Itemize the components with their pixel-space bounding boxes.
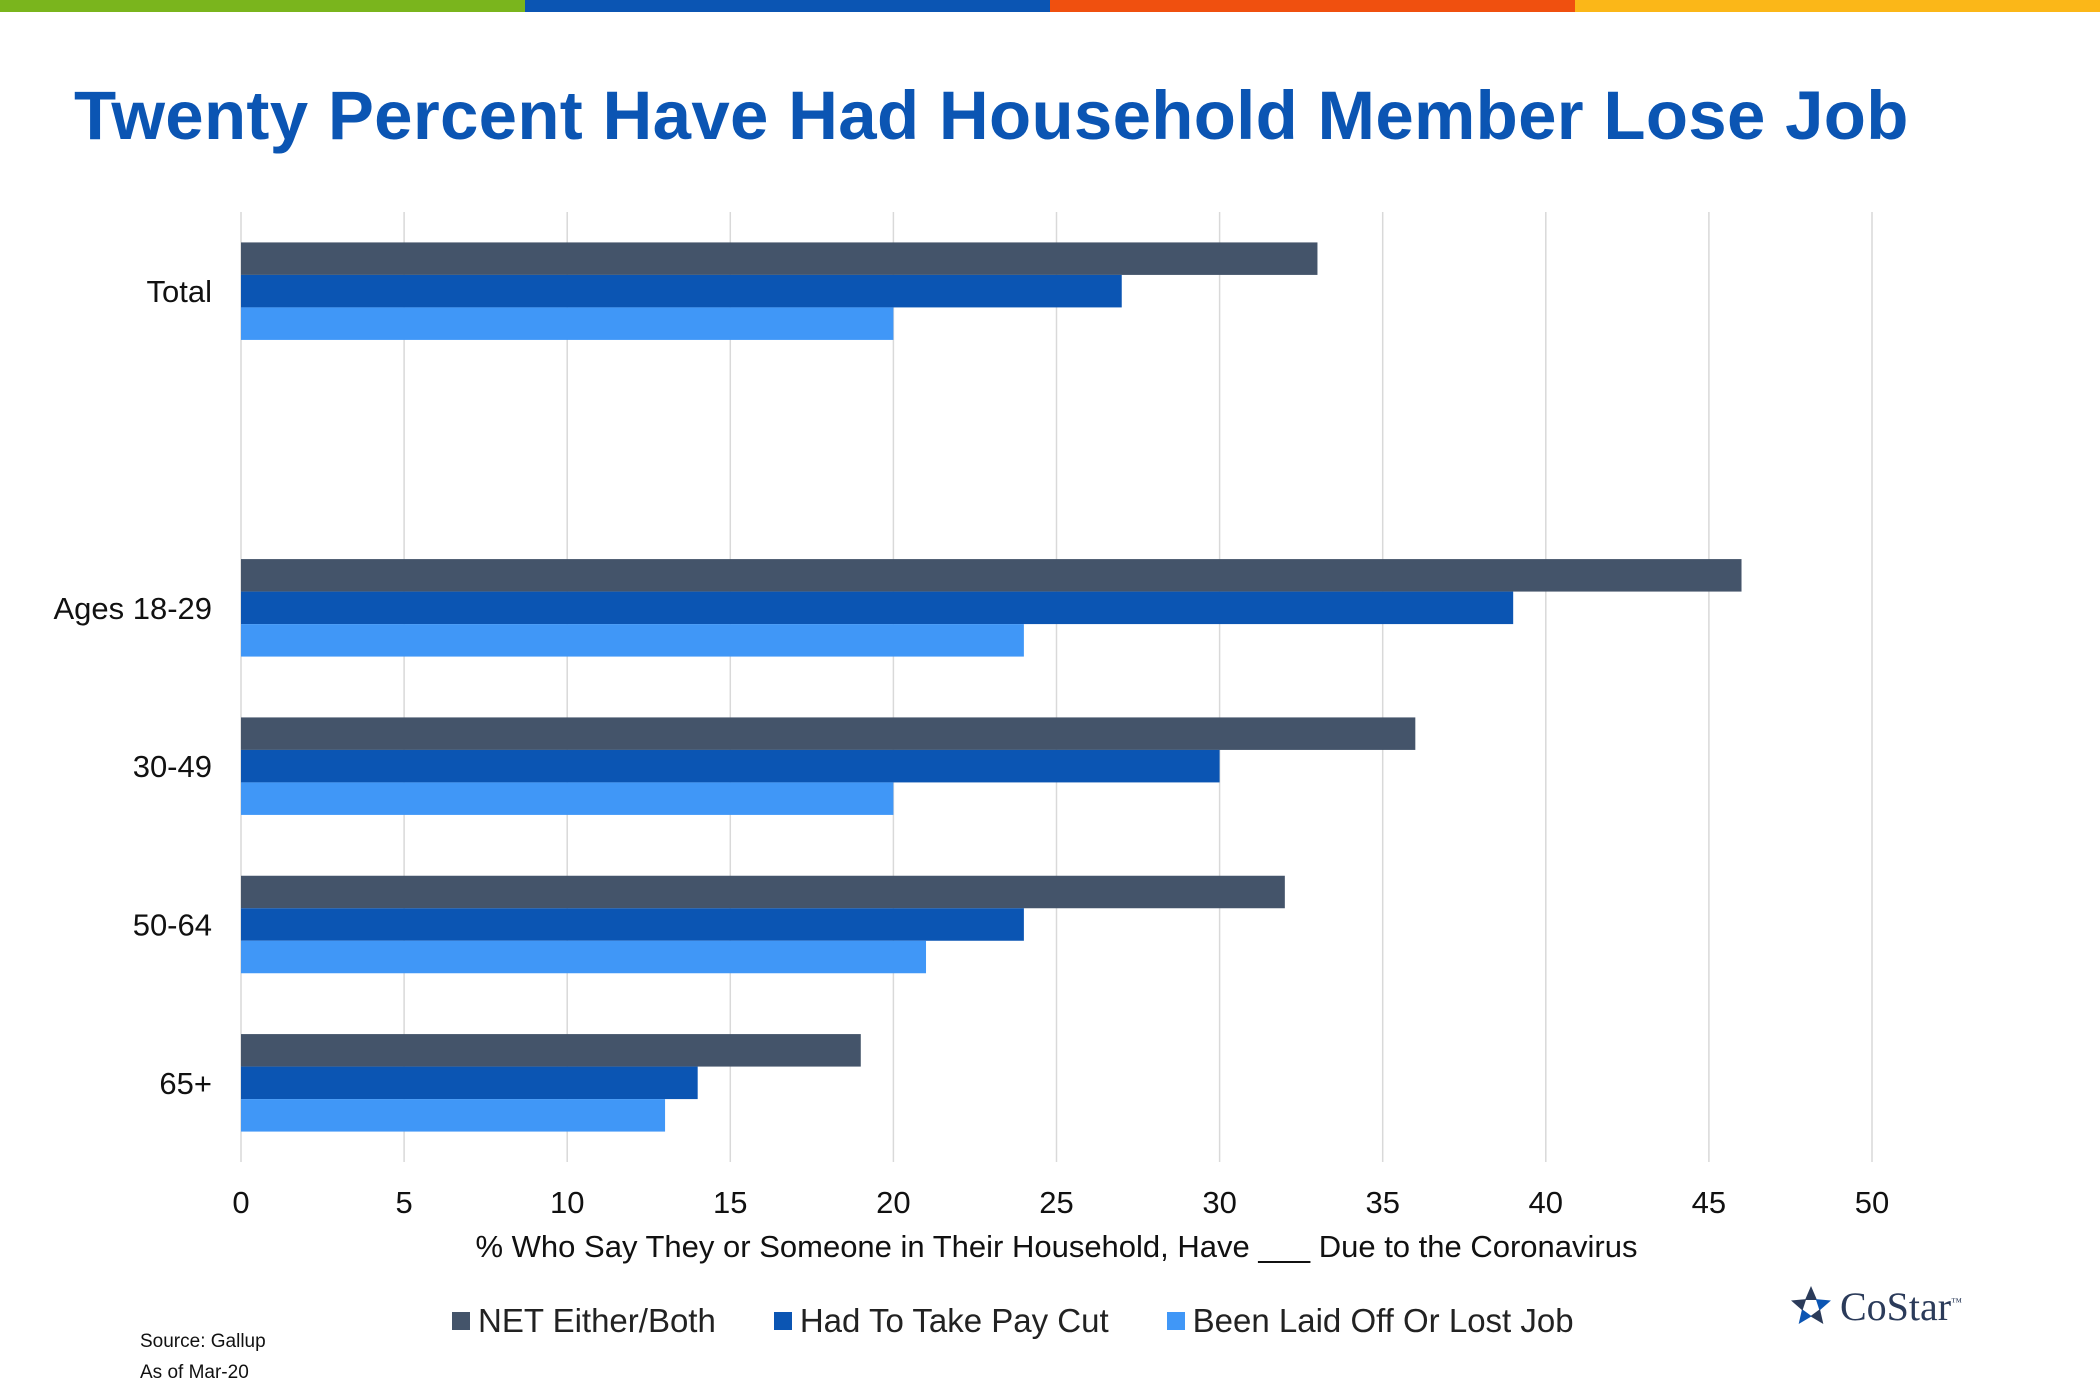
bar-50-64-series-2 bbox=[241, 940, 927, 974]
x-tick-label-20: 20 bbox=[876, 1185, 910, 1220]
bar-30-49-series-1 bbox=[241, 749, 1220, 783]
x-tick-label-10: 10 bbox=[550, 1185, 584, 1220]
top-color-bar bbox=[0, 0, 2100, 12]
legend-swatch-laid-off bbox=[1166, 1312, 1185, 1330]
x-tick-label-15: 15 bbox=[713, 1185, 747, 1220]
bar-50-64-series-1 bbox=[241, 908, 1024, 941]
x-axis-title: % Who Say They or Someone in Their House… bbox=[476, 1229, 1638, 1264]
legend-item-net: NET Either/Both bbox=[452, 1302, 716, 1340]
y-category-label-ages-18-29: Ages 18-29 bbox=[53, 591, 212, 626]
top-bar-segment-blue bbox=[525, 0, 1050, 12]
legend-label-net: NET Either/Both bbox=[478, 1302, 716, 1339]
legend-label-laid-off: Been Laid Off Or Lost Job bbox=[1192, 1302, 1574, 1339]
bar-30-49-series-2 bbox=[241, 782, 894, 815]
as-of-note: As of Mar-20 bbox=[140, 1362, 249, 1383]
top-bar-segment-orange bbox=[1050, 0, 1575, 12]
x-tick-label-25: 25 bbox=[1039, 1185, 1073, 1220]
chart-legend: NET Either/Both Had To Take Pay Cut Been… bbox=[452, 1302, 1574, 1340]
bar-total-series-0 bbox=[241, 242, 1318, 275]
legend-item-laid-off: Been Laid Off Or Lost Job bbox=[1166, 1302, 1574, 1340]
costar-star-icon bbox=[1791, 1285, 1831, 1324]
bar-ages-18-29-series-1 bbox=[241, 591, 1514, 625]
y-category-label-total: Total bbox=[147, 274, 212, 309]
bar-total-series-1 bbox=[241, 274, 1122, 308]
bar-65--series-1 bbox=[241, 1066, 698, 1100]
costar-logo: CoStar™ bbox=[1788, 1283, 1962, 1330]
bar-65--series-2 bbox=[241, 1099, 666, 1132]
bar-65--series-0 bbox=[241, 1034, 861, 1067]
bar-ages-18-29-series-0 bbox=[241, 559, 1742, 592]
legend-swatch-pay-cut bbox=[773, 1312, 792, 1330]
x-tick-label-0: 0 bbox=[232, 1185, 249, 1220]
y-category-label-50-64: 50-64 bbox=[133, 908, 212, 943]
x-tick-label-30: 30 bbox=[1202, 1185, 1236, 1220]
top-bar-segment-yellow bbox=[1575, 0, 2100, 12]
legend-swatch-net bbox=[452, 1312, 470, 1330]
x-tick-label-5: 5 bbox=[395, 1185, 412, 1220]
bar-ages-18-29-series-2 bbox=[241, 624, 1024, 657]
page-title: Twenty Percent Have Had Household Member… bbox=[74, 77, 1909, 154]
bar-total-series-2 bbox=[241, 307, 894, 340]
x-tick-label-50: 50 bbox=[1855, 1185, 1889, 1220]
bar-30-49-series-0 bbox=[241, 717, 1416, 750]
legend-label-pay-cut: Had To Take Pay Cut bbox=[799, 1302, 1109, 1339]
source-note: Source: Gallup bbox=[140, 1331, 266, 1352]
x-tick-label-35: 35 bbox=[1365, 1185, 1399, 1220]
legend-item-pay-cut: Had To Take Pay Cut bbox=[773, 1302, 1109, 1340]
top-bar-segment-green bbox=[0, 0, 525, 12]
y-category-label-65-: 65+ bbox=[159, 1066, 212, 1101]
y-category-label-30-49: 30-49 bbox=[133, 749, 212, 784]
x-tick-label-40: 40 bbox=[1529, 1185, 1563, 1220]
bar-chart: 0 5 10 15 20 25 30 35 40 45 50 Total Ages 18-29 30-49… bbox=[53, 212, 1889, 1264]
x-tick-label-45: 45 bbox=[1692, 1185, 1726, 1220]
logo-wordmark: CoStar™ bbox=[1840, 1284, 1962, 1329]
bar-50-64-series-0 bbox=[241, 875, 1285, 909]
